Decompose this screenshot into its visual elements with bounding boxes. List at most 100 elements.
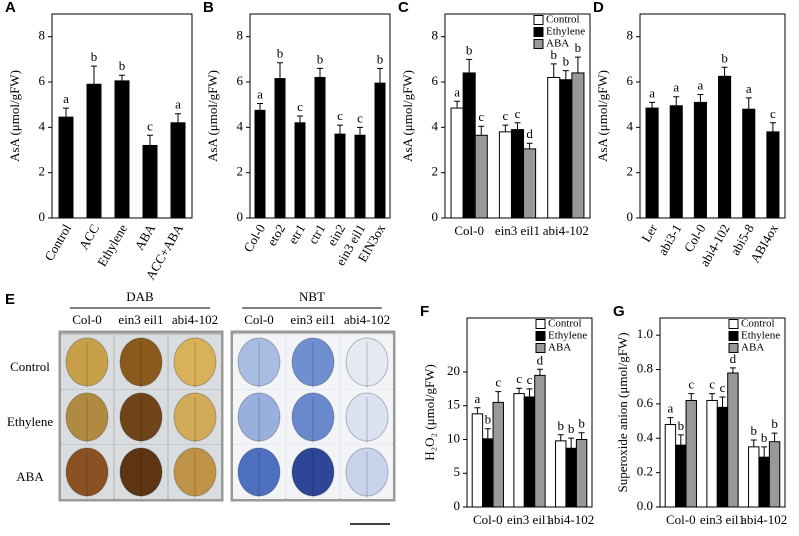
error-bar bbox=[495, 391, 502, 403]
leaf bbox=[119, 447, 163, 497]
significance-letter: a bbox=[63, 91, 69, 106]
error-bar bbox=[175, 113, 181, 123]
leaf bbox=[345, 337, 389, 387]
significance-letter: b bbox=[551, 47, 558, 62]
y-tick-label: 0.0 bbox=[637, 498, 653, 513]
row-label: Control bbox=[10, 359, 50, 374]
error-bar bbox=[677, 434, 684, 446]
significance-letter: a bbox=[649, 85, 655, 100]
error-bar bbox=[257, 103, 263, 111]
error-bar bbox=[357, 126, 363, 136]
panel-letter: D bbox=[593, 0, 604, 16]
error-bar bbox=[516, 387, 523, 394]
error-bar bbox=[377, 67, 383, 84]
error-bar bbox=[574, 56, 581, 73]
bar bbox=[664, 424, 677, 508]
significance-letter: c bbox=[337, 108, 343, 123]
x-tick-label: abi4-102 bbox=[543, 223, 589, 238]
bar bbox=[766, 131, 780, 219]
bar bbox=[498, 131, 512, 219]
significance-letter: d bbox=[537, 352, 544, 367]
leaf bbox=[237, 337, 281, 387]
leaf bbox=[119, 392, 163, 442]
significance-letter: d bbox=[526, 126, 533, 141]
significance-letter: b bbox=[91, 49, 98, 64]
error-bar bbox=[697, 93, 704, 103]
y-tick-label: 5 bbox=[454, 464, 461, 479]
y-tick-label: 8 bbox=[39, 28, 46, 43]
error-bar bbox=[761, 446, 768, 458]
error-bar bbox=[474, 407, 481, 414]
x-tick-label: abi3-1 bbox=[655, 221, 685, 257]
bar bbox=[513, 393, 525, 508]
x-tick-label: ctr1 bbox=[305, 221, 328, 246]
group-title: NBT bbox=[299, 289, 325, 304]
legend-label: ABA bbox=[741, 342, 764, 354]
error-bar bbox=[750, 439, 757, 447]
y-tick-label: 4 bbox=[39, 118, 46, 133]
significance-letter: b bbox=[751, 423, 758, 438]
y-tick-label: 2 bbox=[432, 164, 439, 179]
y-axis-label: H₂O₂ (μmol/gFW) bbox=[422, 364, 437, 461]
significance-letter: c bbox=[688, 377, 694, 392]
legend-swatch bbox=[535, 331, 546, 341]
leaf bbox=[119, 337, 163, 387]
error-bar bbox=[719, 396, 726, 408]
error-bar bbox=[649, 101, 656, 109]
bar bbox=[555, 440, 567, 508]
y-tick-label: 2 bbox=[39, 164, 46, 179]
y-tick-label: 0 bbox=[454, 498, 461, 513]
y-axis-label: Superoxide anion (μmol/gFW) bbox=[615, 332, 630, 492]
significance-letter: c bbox=[516, 371, 522, 386]
y-tick-label: 4 bbox=[432, 118, 439, 133]
y-tick-label: 0.8 bbox=[637, 361, 653, 376]
error-bar bbox=[526, 388, 533, 397]
bar bbox=[294, 122, 306, 219]
error-bar bbox=[709, 393, 716, 401]
error-bar bbox=[729, 367, 736, 373]
significance-letter: b bbox=[317, 51, 324, 66]
significance-letter: b bbox=[578, 416, 585, 431]
error-bar bbox=[91, 65, 97, 85]
bar bbox=[274, 78, 286, 219]
significance-letter: b bbox=[678, 418, 685, 433]
bar bbox=[142, 144, 158, 219]
row-label: ABA bbox=[16, 469, 44, 484]
y-tick-label: 15 bbox=[447, 397, 460, 412]
legend-label: ABA bbox=[546, 38, 569, 50]
legend-swatch bbox=[533, 39, 544, 49]
y-tick-label: 20 bbox=[447, 363, 460, 378]
error-bar bbox=[745, 97, 752, 110]
leaf bbox=[291, 447, 335, 497]
significance-letter: a bbox=[454, 84, 460, 99]
leaf bbox=[173, 447, 217, 497]
error-bar bbox=[771, 432, 778, 442]
significance-letter: b bbox=[466, 42, 473, 57]
significance-letter: b bbox=[119, 58, 126, 73]
bar bbox=[727, 372, 739, 508]
error-bar bbox=[466, 58, 473, 73]
legend-swatch bbox=[728, 319, 739, 329]
error-bar bbox=[514, 122, 521, 130]
x-tick-label: eto2 bbox=[264, 221, 288, 248]
y-tick-label: 4 bbox=[237, 118, 244, 133]
y-axis-label: AsA (μmol/gFW) bbox=[205, 70, 220, 162]
panel-letter: C bbox=[398, 0, 409, 16]
error-bar bbox=[550, 63, 557, 78]
legend-swatch bbox=[728, 331, 739, 341]
error-bar bbox=[502, 124, 509, 132]
x-tick-label: Control bbox=[41, 221, 74, 263]
bar bbox=[748, 446, 760, 508]
error-bar bbox=[688, 393, 695, 401]
bar bbox=[58, 116, 74, 219]
column-label: ein3 eil1 bbox=[118, 312, 163, 327]
bar bbox=[86, 83, 102, 219]
significance-letter: c bbox=[515, 106, 521, 121]
error-bar bbox=[63, 107, 69, 118]
panel-letter: E bbox=[5, 291, 15, 308]
legend-swatch bbox=[728, 343, 739, 353]
error-bar bbox=[578, 432, 585, 440]
legend-swatch bbox=[533, 27, 544, 37]
bar bbox=[645, 107, 659, 219]
bar bbox=[547, 76, 561, 219]
